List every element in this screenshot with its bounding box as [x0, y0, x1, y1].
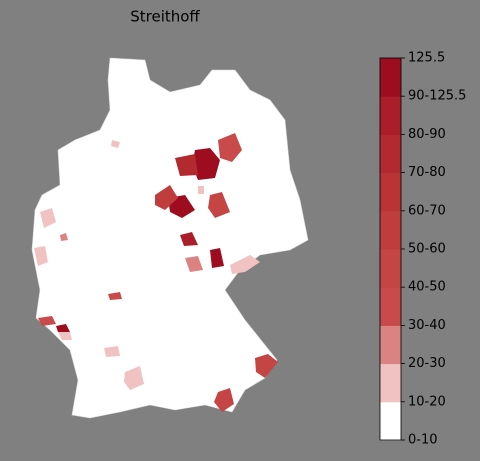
region — [124, 366, 144, 390]
region — [58, 332, 72, 340]
colorbar-label: 60-70 — [408, 203, 446, 218]
colorbar-label: 20-30 — [408, 356, 446, 371]
region — [198, 186, 204, 194]
colorbar-band — [380, 401, 401, 441]
region — [155, 185, 178, 210]
region — [175, 154, 198, 176]
colorbar-band — [380, 287, 401, 326]
region — [40, 208, 56, 228]
colorbar-label: 40-50 — [408, 280, 446, 295]
colorbar-band — [380, 58, 401, 97]
colorbar-band — [380, 325, 401, 365]
colorbar-label: 0-10 — [408, 433, 438, 448]
map-title: Streithoff — [130, 8, 200, 26]
region — [192, 148, 220, 180]
region — [210, 248, 224, 268]
colorbar-label: 125.5 — [408, 51, 445, 66]
colorbar-band — [380, 96, 401, 135]
colorbar-band — [380, 363, 401, 403]
region — [104, 346, 120, 357]
colorbar-label: 70-80 — [408, 165, 446, 180]
region — [255, 354, 278, 378]
colorbar-band — [380, 134, 401, 174]
region — [230, 255, 260, 274]
region — [218, 133, 242, 162]
colorbar-label: 80-90 — [408, 127, 446, 142]
region — [185, 256, 203, 272]
germany-map — [31, 57, 309, 419]
colorbar: 0-10 10-20 20-30 30-40 40-50 50-60 60-70 70-80 8… — [379, 51, 466, 448]
colorbar-label: 50-60 — [408, 242, 446, 257]
region — [111, 140, 120, 148]
colorbar-band — [380, 172, 401, 212]
colorbar-band — [380, 210, 401, 250]
region — [56, 324, 70, 332]
colorbar-label: 30-40 — [408, 318, 446, 333]
region — [180, 232, 198, 246]
highlighted-regions — [34, 133, 278, 412]
region — [214, 388, 234, 412]
region — [38, 316, 56, 326]
region — [34, 246, 48, 266]
region — [108, 292, 122, 300]
colorbar-band — [380, 249, 401, 288]
colorbar-label: 90-125.5 — [408, 89, 466, 104]
region — [208, 192, 230, 218]
region — [60, 233, 68, 241]
colorbar-label: 10-20 — [408, 394, 446, 409]
